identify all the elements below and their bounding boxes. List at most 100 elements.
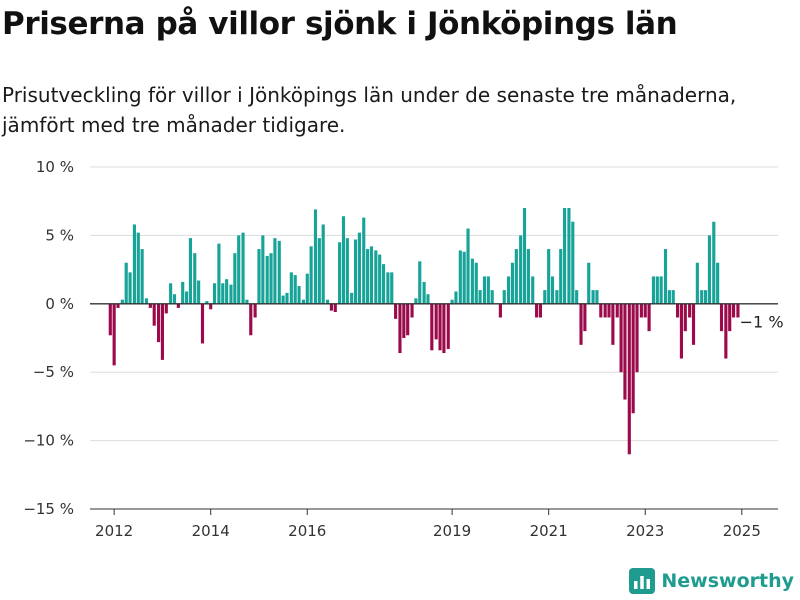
bar [289,272,293,304]
bar [498,303,502,318]
bar [309,246,313,304]
bar [507,276,511,304]
bar [418,261,422,304]
bar [205,301,209,304]
bar [160,303,164,360]
bar [623,303,627,400]
bar [209,303,213,310]
bar [454,291,458,304]
x-tick-label: 2021 [530,522,568,540]
bar [341,216,346,304]
newsworthy-logo: Newsworthy [629,568,794,594]
bar [350,292,354,304]
bar [148,303,152,308]
bar [555,290,559,304]
bar [374,250,378,304]
bar [188,238,192,304]
bar-chart-logo-icon [629,568,656,594]
bar [169,283,173,304]
bar [422,281,426,304]
x-tick-label: 2019 [433,522,471,540]
bar [181,281,185,304]
bar [543,290,547,304]
bar [136,232,140,304]
bar [655,276,659,304]
bar [261,235,265,304]
label-layer: 10 % 5 % 0 % −5 % −10 % −15 % 2012 2014 2016 2019… [23,158,785,540]
bar [704,290,708,304]
x-tick-label: 2016 [288,522,326,540]
bar [466,228,470,304]
bar [184,291,189,304]
bar [615,303,619,318]
bar [398,303,402,354]
bar [531,276,535,304]
bars-layer [108,208,740,455]
bar [691,303,696,345]
bar [486,276,490,304]
bar [369,246,374,304]
bar [470,258,474,304]
bar [474,262,478,304]
bar [579,303,583,345]
bar [563,208,567,304]
bar [249,303,253,336]
bar [164,303,168,314]
last-value-label: −1 % [740,312,784,331]
bar [482,276,487,304]
x-tick-label: 2014 [192,522,230,540]
bar [426,294,430,304]
bar [716,262,720,304]
bar [667,290,671,304]
bar [442,303,446,354]
y-tick-label: 0 % [45,295,74,313]
bar [502,290,506,304]
bar [305,273,309,304]
bar [321,224,325,304]
bar [514,249,518,304]
bar [233,253,237,304]
bar [301,299,305,304]
bar [450,299,454,304]
bar [695,262,699,304]
y-tick-label: −5 % [33,363,74,381]
brand-name: Newsworthy [661,570,794,592]
bar [128,272,132,304]
bar [728,303,732,332]
bar [124,262,128,304]
bar [176,303,180,308]
bar [200,303,205,344]
bar [402,303,406,338]
page-title: Priserna på villor sjönk i Jönköpings lä… [2,6,678,42]
x-tick-label: 2025 [723,522,761,540]
bar [269,253,273,304]
bar [345,238,349,304]
bar [112,303,116,366]
bar [406,303,410,336]
bar [362,217,366,304]
bar [712,221,716,304]
bar [120,299,124,304]
bar [156,303,161,343]
y-tick-label: 5 % [45,226,74,244]
axis-layer [90,303,778,515]
bar [688,303,692,318]
bar [108,303,112,336]
bar [707,235,712,304]
bar [394,303,398,319]
bar [639,303,643,318]
bar [353,239,358,304]
bar [719,303,724,332]
bar [132,224,136,304]
bar [313,209,318,304]
bar [736,303,740,318]
bar [333,303,337,313]
bar [229,284,233,304]
y-tick-label: −15 % [23,500,74,518]
page-subtitle: Prisutveckling för villor i Jönköpings l… [2,83,737,137]
bar [217,243,221,304]
bar [434,303,438,340]
bar [647,303,651,332]
bar [462,251,466,304]
bar [245,299,249,304]
